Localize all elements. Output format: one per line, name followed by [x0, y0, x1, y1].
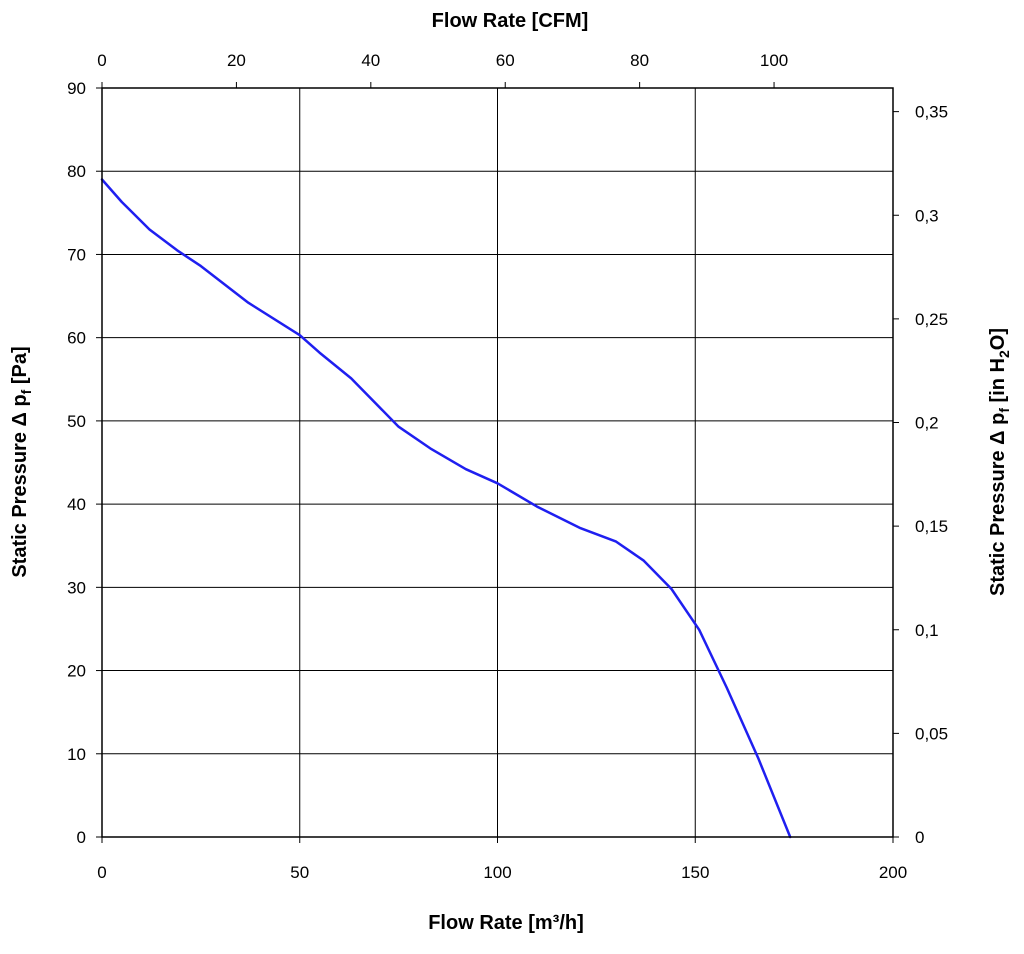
y-left-tick-label: 50: [67, 412, 86, 431]
y-right-tick-label: 0,1: [915, 621, 939, 640]
x-bottom-axis-title: Flow Rate [m³/h]: [428, 912, 584, 934]
y-left-tick-label: 80: [67, 162, 86, 181]
y-left-tick-label: 10: [67, 745, 86, 764]
series-line-static-pressure: [100, 178, 792, 839]
x-top-tick-label: 40: [361, 51, 380, 70]
y-left-title-sub: f: [18, 389, 34, 394]
x-bottom-tick-label: 200: [879, 863, 907, 882]
y-left-tick-label: 40: [67, 495, 86, 514]
x-top-tick-label: 60: [496, 51, 515, 70]
y-left-axis-title: Static Pressure Δ pf [Pa]: [9, 346, 34, 577]
y-right-tick-label: 0: [915, 828, 924, 847]
x-bottom-tick-label: 150: [681, 863, 709, 882]
y-left-tick-label: 0: [77, 828, 86, 847]
x-top-tick-label: 100: [760, 51, 788, 70]
x-bottom-tick-label: 100: [483, 863, 511, 882]
y-left-tick-label: 90: [67, 79, 86, 98]
y-right-axis-title: Static Pressure Δ pf [in H2O]: [987, 328, 1012, 596]
x-top-tick-label: 0: [97, 51, 106, 70]
y-left-tick-label: 20: [67, 662, 86, 681]
y-right-tick-label: 0,05: [915, 724, 948, 743]
y-left-title-unit: [Pa]: [9, 346, 31, 389]
y-left-tick-label: 70: [67, 245, 86, 264]
x-bottom-tick-label: 0: [97, 863, 106, 882]
x-bottom-tick-label: 50: [290, 863, 309, 882]
y-right-title-unit-sub: 2: [996, 350, 1012, 358]
y-right-tick-label: 0,25: [915, 310, 948, 329]
y-right-title-sub: f: [996, 408, 1012, 413]
y-left-tick-label: 30: [67, 578, 86, 597]
x-top-tick-label: 80: [630, 51, 649, 70]
y-right-title-unit-post: O]: [987, 328, 1009, 350]
tick-labels: 0 50 100 150 200 0 20 40 60 80 100 0 10 20 30 40 50 60 70 8…: [67, 51, 948, 882]
y-right-title-unit-pre: [in H: [987, 358, 1009, 408]
y-right-tick-label: 0,2: [915, 414, 939, 433]
y-left-tick-label: 60: [67, 329, 86, 348]
grid: [101, 87, 894, 838]
x-top-axis-title: Flow Rate [CFM]: [432, 10, 589, 32]
x-top-tick-label: 20: [227, 51, 246, 70]
y-right-tick-label: 0,3: [915, 206, 939, 225]
y-right-tick-label: 0,15: [915, 517, 948, 536]
y-right-tick-label: 0,35: [915, 103, 948, 122]
series-layer: [100, 178, 792, 839]
y-right-title-main: Static Pressure Δ p: [987, 413, 1009, 596]
y-left-title-main: Static Pressure Δ p: [9, 394, 31, 577]
